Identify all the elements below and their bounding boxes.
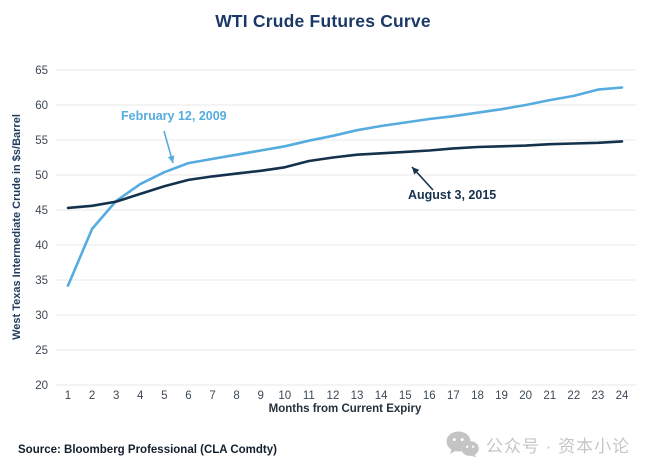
annotation-feb-2009: February 12, 2009 bbox=[121, 109, 227, 123]
x-tick-label: 1 bbox=[65, 390, 71, 402]
x-axis-title: Months from Current Expiry bbox=[268, 403, 422, 415]
source-note: Source: Bloomberg Professional (CLA Comd… bbox=[18, 444, 277, 456]
y-tick-label: 35 bbox=[35, 275, 48, 287]
watermark: 公众号 · 资本小论 bbox=[446, 431, 630, 458]
y-axis-title: West Texas Intermediate Crude in $s/Barr… bbox=[11, 114, 23, 340]
x-tick-label: 22 bbox=[567, 390, 580, 402]
x-tick-label: 3 bbox=[113, 390, 119, 402]
x-tick-label: 20 bbox=[519, 390, 532, 402]
x-tick-label: 5 bbox=[161, 390, 167, 402]
x-tick-label: 24 bbox=[616, 390, 629, 402]
y-tick-label: 55 bbox=[35, 135, 48, 147]
x-tick-label: 11 bbox=[303, 390, 315, 402]
wechat-icon bbox=[446, 431, 479, 458]
annotation-arrowhead bbox=[167, 155, 175, 163]
x-tick-label: 9 bbox=[257, 390, 263, 402]
x-tick-label: 23 bbox=[592, 390, 605, 402]
watermark-text: 公众号 · 资本小论 bbox=[486, 437, 631, 456]
x-tick-label: 14 bbox=[375, 390, 388, 402]
x-tick-label: 6 bbox=[185, 390, 191, 402]
x-tick-label: 4 bbox=[137, 390, 144, 402]
x-tick-label: 7 bbox=[209, 390, 215, 402]
y-tick-label: 60 bbox=[35, 100, 48, 112]
x-tick-label: 15 bbox=[399, 390, 412, 402]
y-tick-label: 30 bbox=[35, 310, 48, 322]
x-tick-label: 2 bbox=[89, 390, 95, 402]
x-tick-label: 21 bbox=[543, 390, 556, 402]
y-tick-label: 20 bbox=[35, 380, 48, 392]
y-tick-label: 40 bbox=[35, 240, 48, 252]
y-tick-label: 50 bbox=[35, 170, 48, 182]
x-tick-label: 18 bbox=[471, 390, 484, 402]
x-tick-label: 10 bbox=[278, 390, 291, 402]
x-tick-label: 16 bbox=[423, 390, 436, 402]
series-line-feb-2009 bbox=[66, 86, 624, 287]
x-tick-label: 12 bbox=[327, 390, 340, 402]
y-tick-label: 65 bbox=[35, 65, 48, 77]
x-tick-label: 17 bbox=[447, 390, 460, 402]
x-tick-label: 19 bbox=[495, 390, 508, 402]
x-tick-label: 8 bbox=[233, 390, 239, 402]
chart-title: WTI Crude Futures Curve bbox=[215, 11, 431, 31]
series-line-aug-2015 bbox=[66, 140, 624, 210]
annotation-aug-2015: August 3, 2015 bbox=[408, 188, 497, 202]
y-tick-label: 45 bbox=[35, 205, 48, 217]
annotation-arrowhead bbox=[412, 167, 420, 175]
x-tick-label: 13 bbox=[351, 390, 364, 402]
y-tick-label: 25 bbox=[35, 345, 48, 357]
